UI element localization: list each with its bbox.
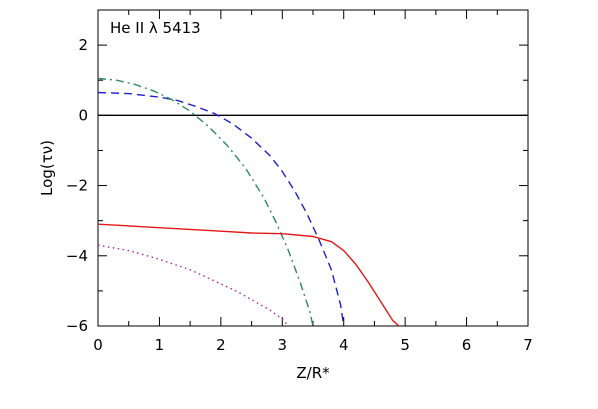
x-tick-label: 5 bbox=[400, 336, 410, 354]
x-tick-label: 6 bbox=[462, 336, 472, 354]
x-tick-label: 4 bbox=[339, 336, 349, 354]
chart-title: He II λ 5413 bbox=[110, 19, 201, 37]
x-axis-label: Z/R* bbox=[296, 364, 330, 382]
axes: 0 1 2 3 4 5 6 7 −6 −4 −2 0 2 bbox=[66, 9, 533, 354]
series-line-1 bbox=[97, 91, 345, 327]
y-tick-label: −4 bbox=[66, 247, 88, 265]
y-tick-label: −2 bbox=[66, 177, 88, 195]
series-group bbox=[97, 77, 528, 327]
series-line-2 bbox=[97, 77, 314, 327]
x-tick-label: 3 bbox=[278, 336, 288, 354]
x-tick-label: 0 bbox=[93, 336, 103, 354]
y-tick-label: 0 bbox=[78, 106, 88, 124]
y-axis-label: Log(τν) bbox=[38, 140, 56, 196]
plot-frame bbox=[97, 9, 529, 327]
series-line-3 bbox=[97, 223, 400, 327]
y-tick-label: −6 bbox=[66, 317, 88, 335]
x-tick-label: 1 bbox=[155, 336, 165, 354]
x-tick-label: 7 bbox=[523, 336, 533, 354]
series-line-4 bbox=[97, 244, 289, 327]
y-tick-label: 2 bbox=[78, 36, 88, 54]
x-tick-label: 2 bbox=[216, 336, 226, 354]
